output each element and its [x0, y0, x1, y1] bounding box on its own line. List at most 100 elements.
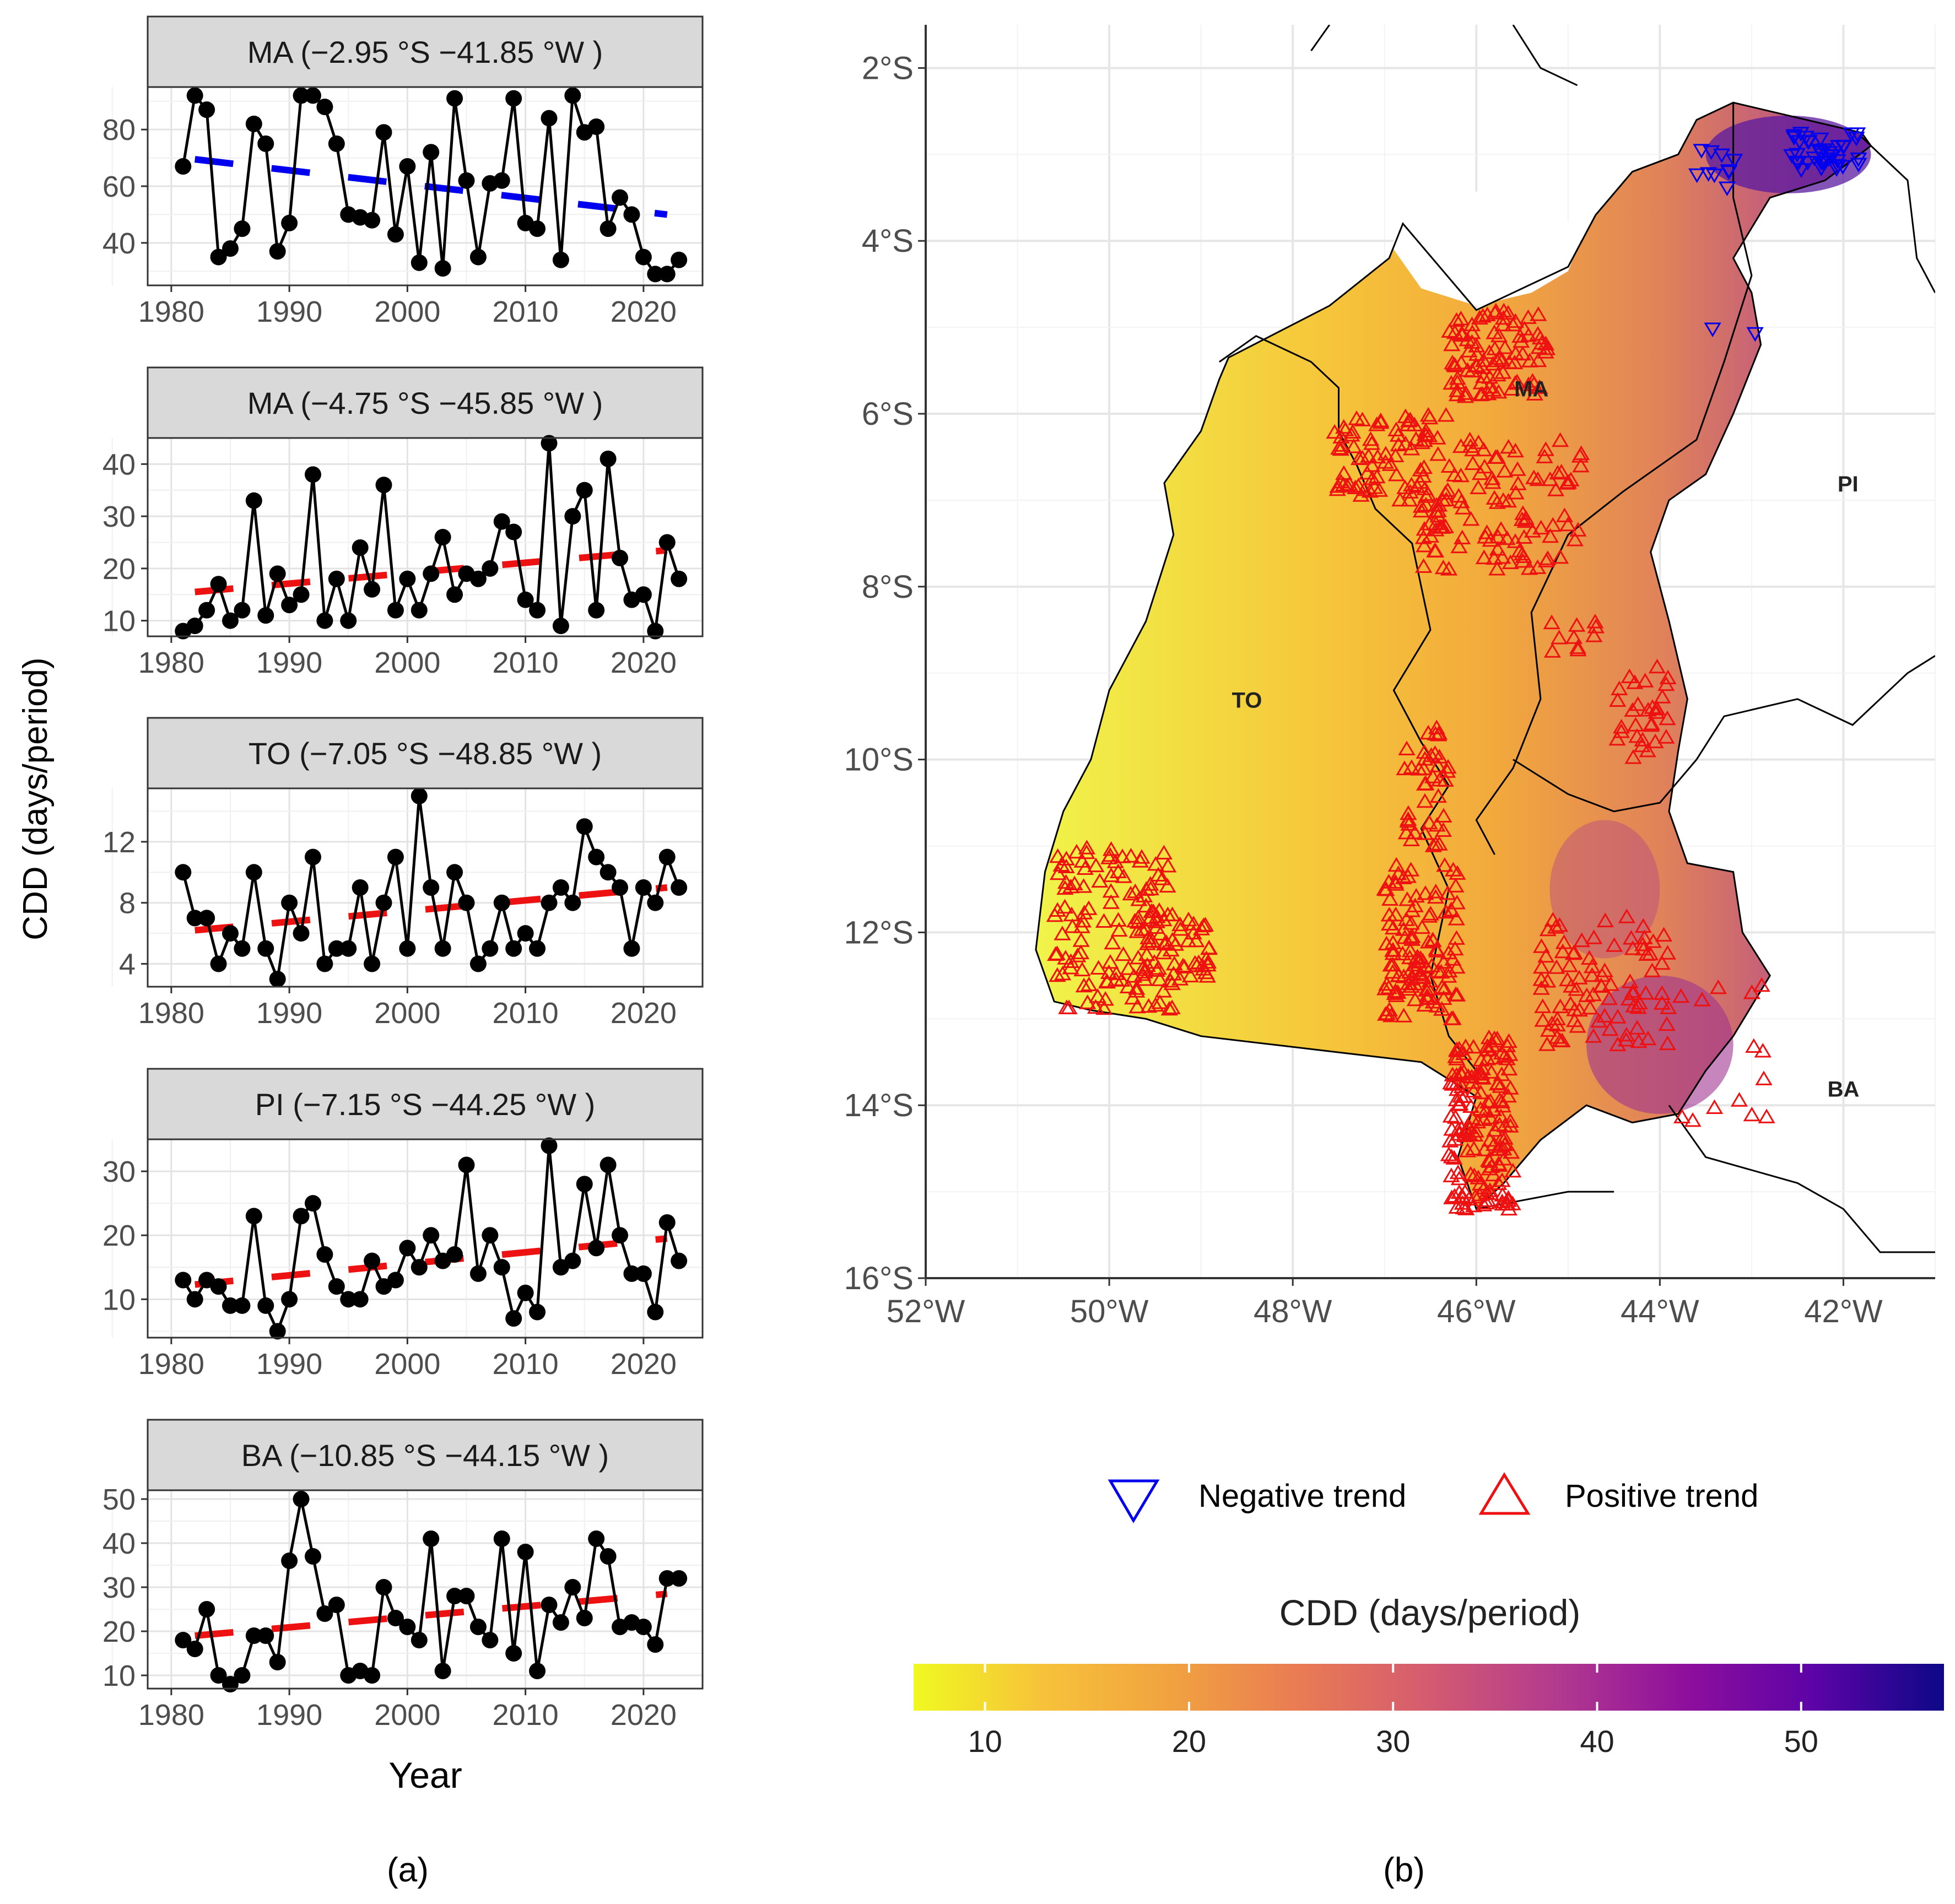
- positive-trend-marker: [1499, 1088, 1517, 1103]
- positive-trend-marker: [1442, 1108, 1460, 1123]
- positive-trend-marker: [1429, 788, 1447, 803]
- positive-trend-marker: [1493, 1193, 1511, 1208]
- data-point: [411, 602, 428, 619]
- data-point: [552, 879, 569, 896]
- positive-trend-marker: [1415, 459, 1433, 474]
- data-point: [635, 1265, 652, 1282]
- positive-trend-marker: [1424, 769, 1442, 783]
- x-tick-label: 1980: [138, 997, 204, 1030]
- positive-trend-marker: [1448, 911, 1465, 926]
- positive-trend-marker: [1500, 439, 1517, 454]
- positive-trend-marker: [1484, 1166, 1502, 1182]
- negative-trend-marker: [1785, 129, 1803, 144]
- data-point: [375, 1579, 392, 1595]
- data-point: [175, 158, 192, 175]
- positive-trend-marker: [1541, 471, 1559, 486]
- positive-trend-marker: [1363, 435, 1381, 450]
- y-tick-label: 10: [102, 605, 136, 638]
- positive-trend-marker: [1427, 889, 1445, 904]
- data-point: [588, 602, 605, 619]
- state-border-line: [1512, 25, 1578, 86]
- positive-trend-marker: [1448, 987, 1466, 1002]
- positive-trend-marker: [1444, 1010, 1462, 1025]
- positive-trend-marker: [1455, 1045, 1473, 1061]
- positive-trend-marker: [1078, 840, 1096, 854]
- facet-strip: [147, 366, 704, 439]
- data-point: [576, 482, 593, 499]
- positive-trend-marker: [1474, 308, 1492, 323]
- data-point: [612, 879, 629, 896]
- positive-trend-marker: [1586, 613, 1604, 629]
- positive-trend-marker: [1353, 412, 1371, 426]
- positive-trend-marker: [1476, 1180, 1493, 1194]
- data-point: [423, 565, 440, 582]
- data-point: [411, 787, 428, 804]
- y-tick-label: 20: [102, 1219, 136, 1252]
- data-point: [186, 1291, 203, 1308]
- positive-trend-marker: [1450, 1096, 1468, 1111]
- positive-trend-marker: [1436, 857, 1454, 872]
- data-point: [469, 248, 487, 266]
- positive-trend-marker: [1163, 999, 1181, 1014]
- positive-trend-marker: [1115, 946, 1132, 961]
- positive-trend-marker: [1418, 990, 1436, 1005]
- positive-trend-marker: [1049, 967, 1066, 982]
- data-point: [281, 597, 298, 614]
- y-tick-label: 8: [119, 887, 136, 920]
- positive-trend-marker: [1091, 873, 1109, 888]
- data-point: [387, 1610, 404, 1626]
- positive-trend-marker: [1387, 857, 1405, 872]
- positive-trend-marker: [1530, 306, 1547, 321]
- data-point: [647, 623, 664, 640]
- positive-trend-legend-label: Positive trend: [1565, 1478, 1758, 1514]
- positive-trend-marker: [1489, 366, 1506, 382]
- data-point: [517, 1284, 534, 1301]
- y-tick-label: 30: [102, 1571, 136, 1604]
- x-tick-label: 2020: [611, 997, 677, 1030]
- positive-trend-marker: [1063, 918, 1081, 933]
- positive-trend-marker: [1368, 468, 1386, 484]
- positive-trend-marker: [1653, 985, 1671, 1000]
- positive-trend-marker: [1755, 1070, 1773, 1085]
- positive-trend-marker: [1078, 844, 1095, 859]
- data-point: [269, 1323, 286, 1340]
- positive-trend-marker: [1126, 883, 1144, 899]
- data-point: [340, 940, 357, 957]
- positive-trend-marker: [1568, 617, 1586, 632]
- positive-trend-marker: [1500, 1033, 1517, 1048]
- positive-trend-marker: [1442, 901, 1460, 917]
- high-cdd-zone: [1705, 115, 1871, 193]
- positive-trend-marker: [1433, 1001, 1451, 1016]
- negative-trend-marker: [1702, 145, 1720, 160]
- positive-trend-marker: [1155, 845, 1173, 859]
- data-point: [364, 212, 381, 229]
- data-point: [458, 1156, 475, 1173]
- facet-strip-label: MA (−2.95 °S −41.85 °W ): [247, 35, 603, 69]
- positive-trend-marker: [1412, 462, 1429, 477]
- negative-trend-legend-label: Negative trend: [1198, 1478, 1406, 1514]
- positive-trend-marker: [1414, 953, 1432, 968]
- data-point: [364, 581, 381, 598]
- positive-trend-marker: [1416, 744, 1433, 759]
- positive-trend-marker: [1386, 874, 1405, 889]
- positive-trend-marker: [1185, 924, 1202, 940]
- map-y-tick-label: 4°S: [862, 223, 914, 259]
- positive-trend-marker: [1459, 1143, 1477, 1157]
- data-point: [635, 248, 652, 266]
- positive-trend-marker: [1472, 1065, 1490, 1080]
- positive-trend-marker: [1075, 977, 1093, 993]
- positive-trend-marker: [1464, 441, 1482, 457]
- trend-legend: Negative trend Positive trend: [1108, 1472, 1758, 1523]
- negative-trend-marker: [1792, 127, 1810, 142]
- negative-trend-marker: [1824, 149, 1841, 165]
- data-point: [316, 99, 333, 115]
- data-point: [529, 940, 546, 957]
- positive-trend-marker: [1444, 354, 1461, 370]
- positive-trend-marker: [1609, 692, 1627, 707]
- positive-trend-marker: [1437, 904, 1455, 919]
- positive-trend-marker: [1443, 1167, 1460, 1182]
- data-point: [564, 1579, 581, 1595]
- data-point: [222, 240, 239, 257]
- data-point: [423, 144, 440, 161]
- positive-trend-marker: [1413, 919, 1431, 934]
